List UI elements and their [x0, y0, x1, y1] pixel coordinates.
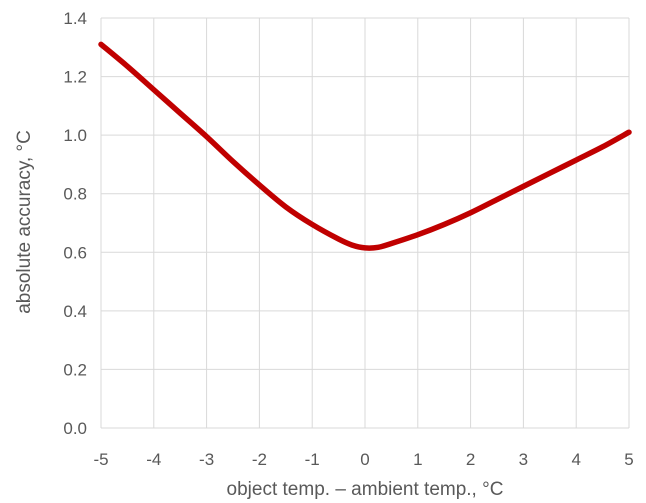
x-tick-label: 2	[466, 450, 475, 469]
y-axis-title: absolute accuracy, °C	[14, 130, 35, 314]
y-tick-label: 0.4	[63, 302, 87, 321]
x-tick-label: 1	[413, 450, 422, 469]
y-tick-label: 0.0	[63, 419, 87, 438]
x-tick-label: 4	[571, 450, 580, 469]
y-tick-label: 0.6	[63, 243, 87, 262]
y-tick-label: 1.2	[63, 68, 87, 87]
series-group	[98, 41, 632, 251]
y-tick-label: 0.8	[63, 185, 87, 204]
x-tick-labels: -5 -4 -3 -2 -1 0 1 2 3 4 5	[93, 450, 633, 469]
x-tick-label: -2	[252, 450, 267, 469]
x-tick-label: 3	[519, 450, 528, 469]
y-tick-label: 1.4	[63, 9, 87, 28]
y-tick-label: 1.0	[63, 126, 87, 145]
x-tick-label: -4	[146, 450, 161, 469]
x-tick-label: -5	[93, 450, 108, 469]
y-tick-labels: 0.0 0.2 0.4 0.6 0.8 1.0 1.2 1.4	[63, 9, 87, 438]
x-tick-label: 0	[360, 450, 369, 469]
y-tick-label: 0.2	[63, 360, 87, 379]
gridlines	[100, 17, 630, 429]
x-tick-label: 5	[624, 450, 633, 469]
series-line	[98, 41, 632, 251]
x-axis-title: object temp. – ambient temp., °C	[227, 479, 504, 500]
x-tick-label: -1	[305, 450, 320, 469]
x-tick-label: -3	[199, 450, 214, 469]
